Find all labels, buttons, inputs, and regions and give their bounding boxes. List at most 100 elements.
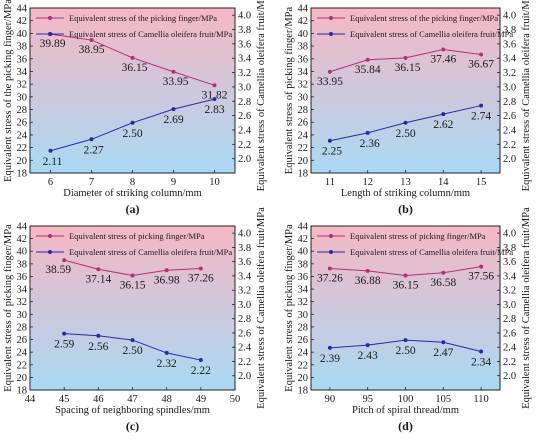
- y-right-tick-label: 3.0: [503, 300, 516, 311]
- data-label: 36.15: [122, 62, 148, 74]
- y-left-tick-label: 18: [17, 169, 28, 180]
- data-point: [198, 358, 203, 363]
- plot-background: [311, 226, 500, 390]
- y-left-tick-label: 24: [298, 348, 309, 359]
- data-point: [198, 266, 203, 271]
- y-right-tick-label: 3.8: [503, 243, 516, 254]
- y-left-tick-label: 24: [17, 130, 28, 141]
- data-label: 36.58: [430, 277, 456, 289]
- data-label: 31.82: [202, 89, 228, 101]
- x-tick-label: 45: [59, 394, 70, 405]
- x-tick-label: 8: [130, 177, 135, 188]
- data-point: [96, 267, 101, 272]
- data-point: [130, 120, 135, 125]
- y-right-tick-label: 2.4: [238, 125, 252, 136]
- data-point: [365, 130, 370, 135]
- data-label: 36.67: [468, 59, 494, 71]
- legend-entry: Equivalent stress of the picking finger/…: [350, 13, 498, 23]
- x-axis-label: Pitch of spiral thread/mm: [352, 405, 459, 416]
- data-point: [479, 52, 484, 57]
- y-left-tick-label: 26: [17, 335, 28, 346]
- y-right-tick-label: 2.8: [503, 97, 516, 108]
- y-right-tick-label: 2.0: [503, 371, 516, 382]
- y-right-tick-label: 2.2: [503, 357, 516, 368]
- data-point: [171, 69, 176, 74]
- y-right-tick-label: 4.0: [238, 11, 251, 22]
- data-label: 2.27: [83, 144, 103, 156]
- data-label: 36.98: [154, 274, 180, 286]
- data-label: 2.50: [122, 345, 142, 357]
- y-right-tick-label: 3.0: [503, 82, 516, 93]
- x-tick-label: 13: [400, 177, 411, 188]
- y-left-tick-label: 30: [17, 310, 28, 321]
- data-label: 2.74: [471, 111, 491, 123]
- data-point: [327, 345, 332, 350]
- x-tick-label: 7: [89, 177, 94, 188]
- y-right-tick-label: 2.0: [238, 371, 251, 382]
- y-right-axis-label: Equivalent stress of Camellia oleifera f…: [256, 0, 267, 191]
- y-right-tick-label: 2.8: [503, 314, 516, 325]
- legend-marker: [329, 250, 333, 254]
- x-tick-label: 90: [325, 394, 336, 405]
- data-point: [89, 38, 94, 43]
- data-label: 36.15: [393, 280, 419, 292]
- y-right-tick-label: 3.8: [238, 25, 251, 36]
- data-point: [441, 47, 446, 52]
- y-left-tick-label: 38: [17, 42, 28, 53]
- data-point: [62, 331, 67, 336]
- y-left-axis-label: Equivalent stress of picking finger/MPa: [284, 6, 295, 174]
- data-point: [403, 55, 408, 60]
- y-left-axis-label: Equivalent stress of the picking finger/…: [3, 0, 14, 182]
- legend-entry: Equivalent stress of picking finger/MPa: [350, 231, 486, 241]
- y-left-tick-label: 44: [298, 222, 309, 233]
- y-left-tick-label: 40: [298, 29, 309, 40]
- x-tick-label: 110: [473, 394, 488, 405]
- y-right-tick-label: 2.8: [238, 97, 251, 108]
- y-left-tick-label: 22: [17, 143, 28, 154]
- x-axis-label: Diameter of striking column/mm: [63, 188, 202, 199]
- data-point: [479, 349, 484, 354]
- data-label: 37.26: [188, 273, 214, 285]
- data-label: 39.89: [40, 38, 66, 50]
- y-right-tick-label: 2.6: [503, 111, 516, 122]
- panel-label: (b): [398, 202, 413, 216]
- plot-background: [311, 8, 500, 173]
- y-right-tick-label: 3.2: [503, 68, 516, 79]
- y-right-tick-label: 3.4: [503, 271, 517, 282]
- y-right-tick-label: 3.6: [238, 257, 251, 268]
- x-tick-label: 10: [209, 177, 220, 188]
- y-left-tick-label: 24: [298, 130, 309, 141]
- data-label: 2.62: [433, 119, 453, 131]
- data-point: [171, 107, 176, 112]
- data-label: 38.95: [79, 44, 105, 56]
- y-left-tick-label: 30: [17, 92, 28, 103]
- data-point: [96, 333, 101, 338]
- x-tick-label: 44: [25, 394, 36, 405]
- x-tick-label: 9: [171, 177, 176, 188]
- y-left-tick-label: 44: [17, 4, 28, 15]
- data-label: 2.22: [191, 365, 211, 377]
- legend-entry: Equivalent stress of the picking finger/…: [69, 13, 217, 23]
- x-tick-label: 6: [48, 177, 53, 188]
- y-left-tick-label: 32: [298, 80, 309, 91]
- y-left-tick-label: 20: [17, 373, 28, 384]
- data-point: [164, 350, 169, 355]
- y-left-tick-label: 34: [17, 285, 28, 296]
- y-left-tick-label: 22: [17, 360, 28, 371]
- legend-marker: [48, 234, 52, 238]
- y-left-tick-label: 36: [298, 272, 309, 283]
- y-left-tick-label: 36: [17, 272, 28, 283]
- data-label: 2.50: [395, 128, 415, 140]
- data-point: [441, 112, 446, 117]
- data-label: 2.69: [163, 114, 183, 126]
- y-right-tick-label: 2.0: [503, 154, 516, 165]
- y-right-tick-label: 3.6: [503, 257, 516, 268]
- y-right-tick-label: 3.0: [238, 82, 251, 93]
- y-left-tick-label: 38: [298, 42, 309, 53]
- data-point: [48, 148, 53, 153]
- y-left-tick-label: 28: [17, 105, 28, 116]
- y-left-tick-label: 28: [298, 322, 309, 333]
